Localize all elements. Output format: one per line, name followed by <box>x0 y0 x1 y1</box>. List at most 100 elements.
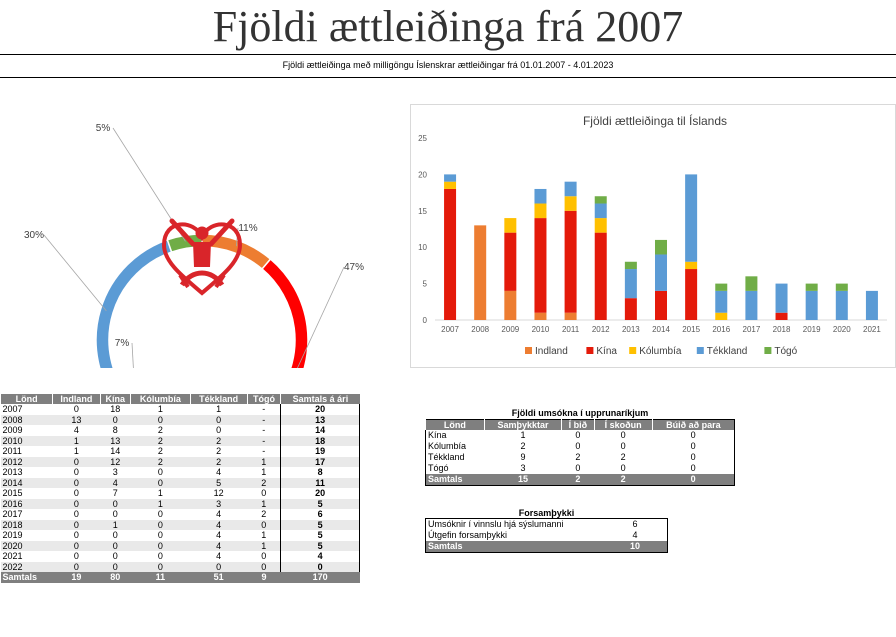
y-tick-label: 25 <box>418 134 427 143</box>
bar-segment-kólumbía <box>504 218 517 233</box>
bar-segment-indland <box>534 312 547 320</box>
table-cell: 0 <box>100 498 131 509</box>
table-cell: 2 <box>620 452 626 462</box>
table-cell: 0 <box>190 561 248 572</box>
table-cell: 1 <box>520 430 526 440</box>
x-tick-label: 2011 <box>562 325 580 334</box>
table-row: 2013 0 3 0 4 1 8 <box>1 467 360 478</box>
bar-segment-tógó <box>715 283 728 291</box>
stacked-bar-chart: Fjöldi ættleiðinga til Íslands 051015202… <box>418 113 887 357</box>
column-header: Tékkland <box>189 394 248 404</box>
table-cell: 0 <box>130 561 191 572</box>
table-cell: 0 <box>247 519 281 530</box>
table-cell: 0 <box>52 477 101 488</box>
column-header: Tógó <box>246 394 281 404</box>
page-subtitle: Fjöldi ættleiðinga með milligöngu Íslens… <box>282 60 614 70</box>
bar-segment-kólumbía <box>444 181 457 189</box>
table-cell: 11 <box>280 477 360 488</box>
heart-logo-icon <box>161 218 243 296</box>
donut-leader-line <box>131 342 137 416</box>
table-cell: 5 <box>280 530 360 541</box>
bar-segment-tékkland <box>745 290 758 320</box>
table-row: 2016 0 0 1 3 1 5 <box>0 498 360 509</box>
bar-segment-kína <box>775 312 788 320</box>
table-row: 2008 13 0 0 0-13 <box>0 414 360 425</box>
table-cell: Samtals <box>425 541 603 553</box>
table-cell: 0 <box>100 414 131 425</box>
table-cell: 13 <box>100 435 131 446</box>
subtitle-rule-bottom <box>0 77 896 78</box>
table-cell: Kína <box>428 430 447 440</box>
table-cell: 1 <box>216 404 222 415</box>
bar-segment-tékkland <box>835 290 848 320</box>
bar-segment-tékkland <box>865 290 878 320</box>
table-cell: 0 <box>100 561 131 572</box>
donut-chart-panel: 11% 47% 7% 30% 5% <box>0 104 405 447</box>
preapproval-table: Umsóknir í vinnslu hjá sýslumanni 6 Útgefi… <box>425 518 668 553</box>
bar-segment-tékkland <box>715 290 728 313</box>
table-cell: 4 <box>100 477 131 488</box>
bar-segment-kína <box>564 210 577 313</box>
bar-segment-kólumbía <box>534 203 547 219</box>
legend-label: Kína <box>596 346 617 357</box>
x-tick-label: 2009 <box>501 325 519 334</box>
table-cell: 13 <box>52 414 101 425</box>
bar-chart-title: Fjöldi ættleiðinga til Íslands <box>583 113 727 128</box>
table-cell: 4 <box>216 551 222 562</box>
table-cell: 2013 <box>2 467 23 478</box>
table-cell: 4 <box>216 467 222 478</box>
table-cell: Útgefin forsamþykki <box>428 530 508 540</box>
table-cell: 6 <box>632 519 638 529</box>
table-cell: 2 <box>130 435 191 446</box>
table-cell: 2017 <box>2 509 23 520</box>
table-cell: 0 <box>130 414 191 425</box>
donut-slice-kína <box>148 258 309 447</box>
table-row: 2015 0 7 1 12 0 20 <box>1 488 360 499</box>
table-cell: - <box>247 435 281 446</box>
table-cell: 170 <box>280 572 360 583</box>
bar-segment-tógó <box>655 239 667 255</box>
donut-data-label: 7% <box>115 338 130 349</box>
table-cell: 18 <box>110 404 121 415</box>
table-cell: 2 <box>561 474 595 486</box>
bar-segment-kólumbía <box>594 218 607 233</box>
table-cell: 2 <box>247 477 281 488</box>
x-tick-label: 2007 <box>441 325 459 334</box>
table-cell: 0 <box>690 430 696 440</box>
x-tick-label: 2021 <box>863 325 881 334</box>
x-tick-label: 2012 <box>592 325 610 334</box>
table-cell: 0 <box>52 456 101 467</box>
table-cell: 0 <box>52 498 101 509</box>
table-cell: 8 <box>112 425 118 436</box>
table-cell: 1 <box>247 456 281 467</box>
table-cell: 2011 <box>2 446 22 457</box>
table-cell: - <box>262 446 266 457</box>
preapproval-table-caption: Forsamþykki <box>518 508 575 518</box>
table-cell: 0 <box>620 430 626 440</box>
table-row: 2022 0 0 0 0 0 0 <box>0 561 360 572</box>
table-cell: 0 <box>157 467 163 478</box>
donut-data-label: 30% <box>24 230 44 241</box>
table-cell: 2022 <box>0 561 53 572</box>
table-cell: 0 <box>261 551 267 562</box>
table-cell: 12 <box>100 456 131 467</box>
bar-segment-tógó <box>594 196 607 204</box>
table-cell: 2014 <box>0 477 53 488</box>
table-cell: 2 <box>520 441 526 451</box>
table-cell: 0 <box>690 441 696 451</box>
legend-swatch <box>629 347 637 354</box>
column-header: Kólumbía <box>130 394 191 404</box>
table-cell: 0 <box>690 463 696 473</box>
table-cell: 0 <box>157 551 163 562</box>
table-row: Útgefin forsamþykki 4 <box>426 530 668 541</box>
donut-data-label: 47% <box>344 262 364 273</box>
table-cell: 0 <box>130 477 191 488</box>
table-row: 2019 0 0 0 4 1 5 <box>1 530 360 541</box>
table-cell: 2 <box>130 456 191 467</box>
bar-segment-tékkland <box>444 174 457 182</box>
table-cell: 0 <box>690 452 696 462</box>
table-cell: 0 <box>157 530 163 541</box>
table-cell: 20 <box>280 404 360 415</box>
table-row: Tógó 3 0 0 0 <box>426 463 735 474</box>
table-cell: 2 <box>216 446 222 457</box>
